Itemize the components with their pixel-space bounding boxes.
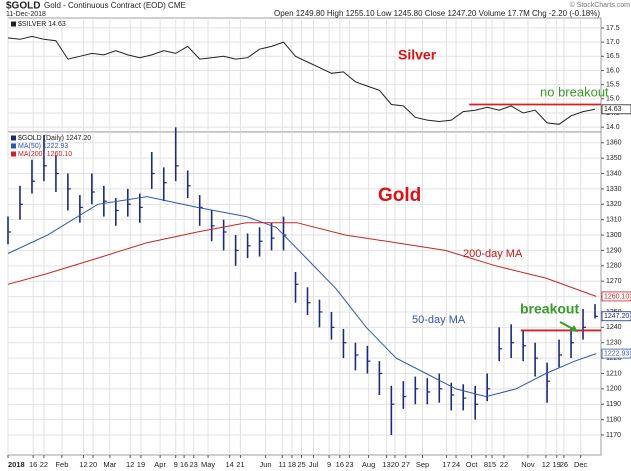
x-tick-label: 26 xyxy=(560,460,568,469)
quote: Open 1249.80 High 1255.10 Low 1245.80 Cl… xyxy=(274,9,600,18)
y-tick-label: 1240 xyxy=(606,324,622,331)
x-tick-label: Jul xyxy=(309,460,319,469)
x-tick-label: 23 xyxy=(345,460,353,469)
y-tick-label: 17.0 xyxy=(606,39,620,46)
x-tick-label: 9 xyxy=(174,460,178,469)
annotation: 50-day MA xyxy=(412,314,466,326)
y-tick-label: 17.5 xyxy=(606,25,620,32)
x-tick-label: Mar xyxy=(103,460,116,469)
x-tick-label: Nov xyxy=(521,460,535,469)
price-tag xyxy=(601,291,631,302)
y-tick-label: 1340 xyxy=(606,170,622,177)
x-tick-label: 22 xyxy=(40,460,48,469)
y-tick-label: 1300 xyxy=(606,232,622,239)
x-tick-label: 15 xyxy=(488,460,496,469)
price-tag-label: 1222.93 xyxy=(604,350,629,357)
y-tick-label: 14.0 xyxy=(606,124,620,131)
x-tick-label: 27 xyxy=(402,460,410,469)
x-tick-label: 12 xyxy=(542,460,550,469)
price-tag xyxy=(601,104,631,115)
x-tick-label: 11 xyxy=(278,460,286,469)
y-tick-label: 1200 xyxy=(606,386,622,393)
x-tick-label: 22 xyxy=(500,460,508,469)
x-tick-label: Feb xyxy=(55,460,68,469)
y-tick-label: 1290 xyxy=(606,247,622,254)
plots: 14.014.515.015.516.016.517.017.5$SILVER … xyxy=(7,17,631,469)
y-tick-label: 1170 xyxy=(606,432,621,439)
x-tick-label: Aug xyxy=(362,460,375,469)
x-tick-label: 24 xyxy=(452,460,460,469)
chart-title: Gold - Continuous Contract (EOD) CME xyxy=(44,1,186,10)
x-tick-label: May xyxy=(201,460,215,469)
x-tick-label: Apr xyxy=(154,460,166,469)
series-line xyxy=(7,196,597,398)
price-tag xyxy=(601,311,631,322)
y-tick-label: 1210 xyxy=(606,370,622,377)
panel xyxy=(7,131,602,456)
y-tick-label: 1270 xyxy=(606,278,622,285)
legend-label: MA(50) 1222.93 xyxy=(18,143,68,150)
legend-swatch xyxy=(11,143,16,149)
y-tick-label: 16.0 xyxy=(606,67,620,74)
annotation: no breakout xyxy=(540,84,609,99)
annotation: Silver xyxy=(398,47,437,63)
x-tick-label: 19 xyxy=(137,460,145,469)
x-tick-label: 17 xyxy=(442,460,450,469)
x-tick-label: 21 xyxy=(236,460,244,469)
y-tick-label: 1280 xyxy=(606,263,622,270)
annotation: 200-day MA xyxy=(463,248,523,260)
y-tick-label: 15.0 xyxy=(606,96,620,103)
x-tick-label: 12 xyxy=(126,460,134,469)
x-tick-label: 9 xyxy=(327,460,331,469)
x-tick-label: 12 xyxy=(79,460,87,469)
series-line xyxy=(7,222,597,297)
x-tick-label: 18 xyxy=(288,460,296,469)
y-tick-label: 1320 xyxy=(606,201,622,208)
series-line xyxy=(7,35,596,125)
x-tick-label: 8 xyxy=(484,460,488,469)
x-tick-label: Sep xyxy=(416,460,429,469)
x-tick-label: 20 xyxy=(391,460,399,469)
x-tick-label: 23 xyxy=(190,460,198,469)
x-tick-label: 2018 xyxy=(8,460,25,469)
price-tag-label: 1260.10 xyxy=(604,293,629,300)
credit: © StockCharts.com xyxy=(570,1,631,9)
x-tick-label: Oct xyxy=(466,460,479,469)
panel xyxy=(7,17,602,133)
price-tag-label: 14.63 xyxy=(604,106,622,113)
date: 11-Dec-2018 xyxy=(6,11,46,18)
y-tick-label: 1180 xyxy=(606,416,621,423)
y-tick-label: 16.5 xyxy=(606,53,620,60)
price-tag xyxy=(601,348,631,359)
legend-label: MA(200) 1260.10 xyxy=(18,151,72,158)
x-tick-label: 19 xyxy=(553,460,561,469)
annotation: breakout xyxy=(520,301,579,317)
x-tick-label: 14 xyxy=(225,460,233,469)
annotation: Gold xyxy=(378,185,421,206)
legend-swatch xyxy=(11,151,16,157)
symbol: $GOLD xyxy=(6,1,40,12)
y-tick-label: 1360 xyxy=(606,140,622,147)
x-tick-label: 16 xyxy=(29,460,37,469)
y-tick-label: 1330 xyxy=(606,186,622,193)
legend-label: $SILVER 14.63 xyxy=(18,21,66,28)
arrow-head xyxy=(570,325,578,332)
x-tick-label: 25 xyxy=(297,460,305,469)
y-tick-label: 1190 xyxy=(606,401,621,408)
legend-swatch xyxy=(11,135,16,141)
x-tick-label: Dec xyxy=(574,460,588,469)
x-tick-label: 13 xyxy=(382,460,390,469)
legend-swatch xyxy=(11,21,16,27)
price-tag-label: 1247.20 xyxy=(604,313,629,320)
y-tick-label: 1310 xyxy=(606,217,622,224)
x-tick-label: 20 xyxy=(89,460,97,469)
x-tick-label: 16 xyxy=(336,460,344,469)
y-tick-label: 1350 xyxy=(606,155,622,162)
y-tick-label: 1230 xyxy=(606,340,622,347)
y-tick-label: 15.5 xyxy=(606,81,620,88)
x-tick-label: 16 xyxy=(180,460,188,469)
legend-label: $GOLD (Daily) 1247.20 xyxy=(18,135,91,142)
x-tick-label: Jun xyxy=(260,460,272,469)
